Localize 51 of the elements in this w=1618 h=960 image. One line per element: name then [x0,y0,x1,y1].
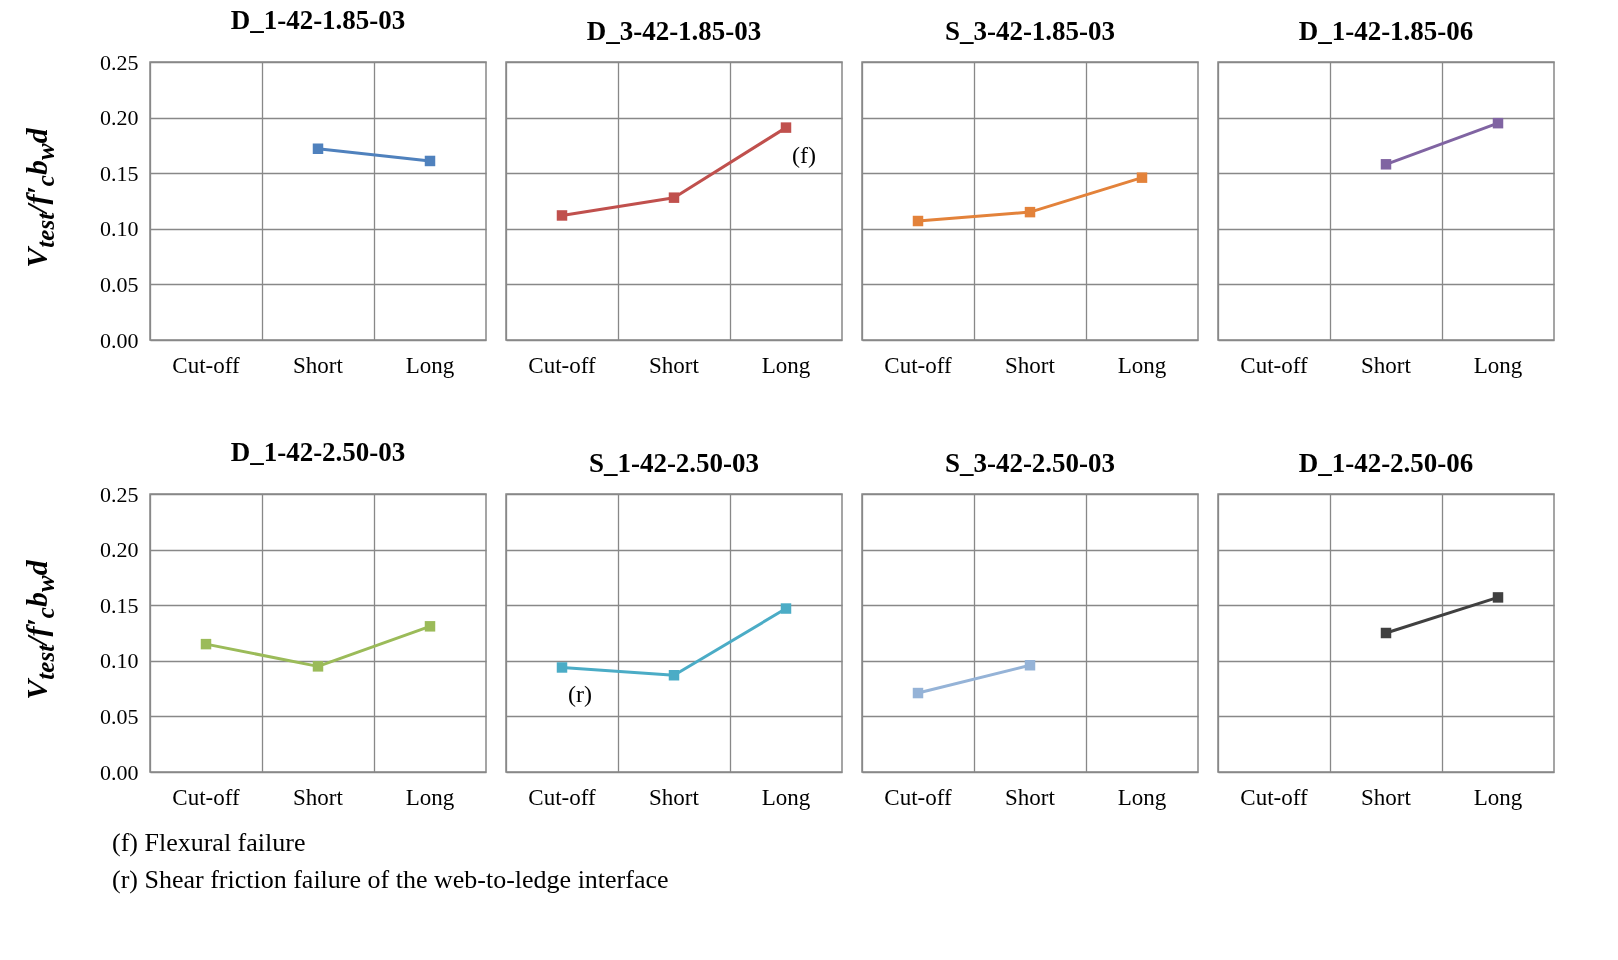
y-tick-label: 0.00 [100,759,139,785]
x-tick-label: Cut-off [884,352,952,378]
annotation: (f) [792,141,816,168]
x-tick-label: Short [1005,784,1056,810]
chart-title: S_3-42-2.50-03 [944,448,1116,478]
x-tick-label: Cut-off [172,352,240,378]
y-tick-label: 0.00 [100,327,139,353]
x-tick-label: Long [1473,784,1523,810]
chart-title: S_1-42-2.50-03 [588,448,760,478]
y-tick-label: 0.25 [100,49,139,75]
x-tick-label: Short [649,784,700,810]
text: (f) Flexural failure [112,827,307,859]
x-tick-label: Long [1117,352,1167,378]
x-tick-label: Short [1005,352,1056,378]
x-tick-label: Short [649,352,700,378]
y-tick-label: 0.15 [100,160,139,186]
y-tick-label: 0.15 [100,592,139,618]
y-tick-label: 0.20 [100,537,139,563]
x-tick-label: Long [1473,352,1523,378]
x-tick-label: Long [761,352,811,378]
point [200,638,212,650]
point [424,621,436,632]
chart-title: D_1-42-1.85-03 [230,5,406,35]
text: (r) Shear friction failure of the web-to-ledge interface [112,864,670,896]
y-tick-label: 0.05 [100,271,139,297]
y-tick-label: 0.05 [100,703,139,729]
x-tick-label: Cut-off [884,784,952,810]
y-tick-label: 0.10 [100,216,139,242]
x-tick-label: Cut-off [528,352,596,378]
y-tick-label: 0.10 [100,648,139,674]
x-tick-label: Cut-off [1240,352,1308,378]
y-tick-label: 0.20 [100,105,139,131]
x-tick-label: Long [405,352,455,378]
x-tick-label: Cut-off [528,784,596,810]
x-tick-label: Short [1361,352,1412,378]
point [312,661,324,672]
x-tick-label: Cut-off [1240,784,1308,810]
chart-title: D_1-42-2.50-03 [230,437,406,467]
x-tick-label: Short [293,352,344,378]
chart-title: D_3-42-1.85-03 [586,16,762,46]
annotation: (r) [568,681,592,708]
chart-title: D_1-42-1.85-06 [1298,16,1474,46]
x-tick-label: Short [293,784,344,810]
chart-title: S_3-42-1.85-03 [944,16,1116,46]
x-tick-label: Long [405,784,455,810]
y-tick-label: 0.25 [100,481,139,507]
x-tick-label: Long [761,784,811,810]
x-tick-label: Cut-off [172,784,240,810]
x-tick-label: Long [1117,784,1167,810]
x-tick-label: Short [1361,784,1412,810]
chart-title: D_1-42-2.50-06 [1298,448,1474,478]
